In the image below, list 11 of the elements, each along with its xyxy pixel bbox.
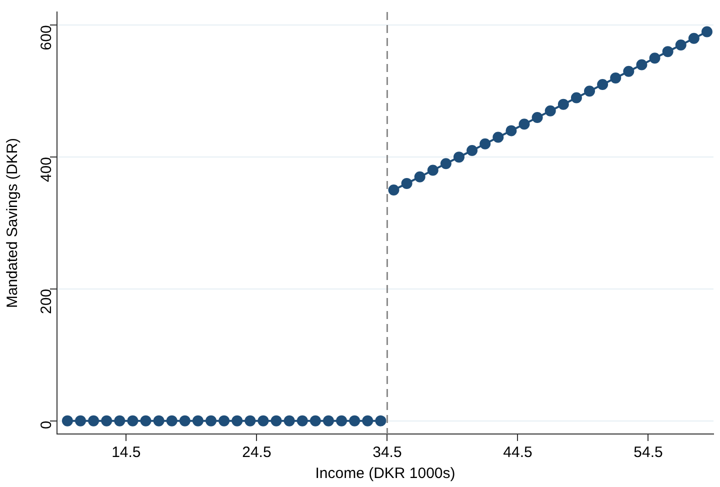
y-axis-title: Mandated Savings (DKR)	[4, 138, 22, 308]
x-axis-title: Income (DKR 1000s)	[315, 465, 456, 482]
x-tick-label: 44.5	[503, 444, 532, 462]
x-tick-label: 14.5	[112, 444, 141, 462]
y-tick-label: 200	[38, 288, 56, 314]
x-tick-label: 24.5	[242, 444, 272, 462]
x-tick-label: 54.5	[634, 444, 663, 462]
x-tick-label: 34.5	[372, 444, 402, 462]
y-tick-label: 400	[38, 157, 56, 182]
y-tick-label: 0	[38, 420, 56, 430]
y-tick-label: 600	[38, 25, 56, 50]
